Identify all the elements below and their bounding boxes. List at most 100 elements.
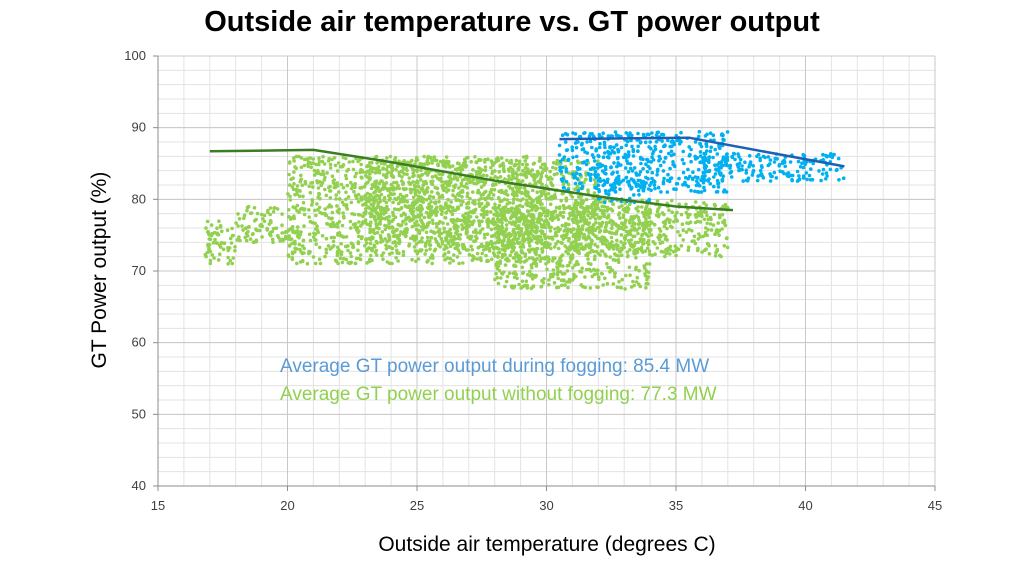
data-point: [371, 203, 375, 208]
data-point: [614, 223, 619, 227]
data-point: [756, 174, 760, 178]
data-point: [636, 178, 641, 183]
data-point: [302, 212, 307, 217]
data-point: [601, 241, 605, 246]
data-point: [416, 223, 421, 227]
data-point: [528, 269, 532, 274]
data-point: [461, 246, 466, 250]
data-point: [553, 227, 557, 231]
data-point: [399, 230, 403, 234]
data-point: [561, 237, 566, 241]
data-point: [536, 171, 540, 176]
data-point: [693, 200, 698, 204]
data-point: [323, 254, 327, 259]
data-point: [516, 230, 520, 235]
data-point: [564, 196, 569, 200]
data-point: [667, 179, 672, 184]
data-point: [287, 161, 292, 165]
data-points: [203, 129, 846, 291]
data-point: [394, 244, 398, 248]
data-point: [653, 144, 657, 149]
data-point: [628, 273, 632, 278]
data-point: [441, 221, 445, 225]
data-point: [460, 223, 464, 227]
data-point: [555, 273, 560, 277]
data-point: [589, 172, 593, 177]
data-point: [584, 267, 589, 272]
data-point: [772, 170, 777, 175]
data-point: [460, 195, 464, 199]
data-point: [657, 237, 662, 242]
data-point: [417, 215, 422, 219]
data-point: [429, 179, 433, 184]
data-point: [504, 189, 508, 193]
data-point: [558, 213, 563, 217]
data-point: [591, 223, 596, 227]
data-point: [583, 211, 587, 215]
data-point: [768, 162, 772, 166]
data-point: [328, 196, 333, 200]
data-point: [630, 185, 634, 190]
data-point: [692, 234, 697, 239]
data-point: [523, 283, 527, 288]
data-point: [479, 185, 484, 189]
data-point: [693, 175, 698, 179]
data-point: [351, 167, 356, 172]
data-point: [674, 246, 679, 250]
data-point: [479, 193, 484, 197]
data-point: [552, 245, 557, 249]
data-point: [661, 220, 666, 225]
data-point: [332, 223, 337, 227]
data-point: [517, 257, 521, 261]
data-point: [311, 157, 316, 161]
data-point: [295, 184, 300, 188]
data-point: [448, 256, 453, 261]
data-point: [394, 248, 399, 253]
data-point: [585, 158, 590, 163]
data-point: [571, 217, 575, 221]
data-point: [563, 244, 567, 248]
data-point: [496, 227, 501, 231]
data-point: [352, 212, 357, 217]
data-point: [316, 168, 320, 173]
data-point: [725, 245, 730, 250]
data-point: [709, 145, 713, 150]
data-point: [531, 188, 535, 193]
data-point: [649, 233, 654, 237]
data-point: [404, 187, 408, 191]
data-point: [218, 245, 223, 249]
data-point: [493, 206, 498, 210]
data-point: [725, 155, 730, 160]
data-point: [538, 189, 543, 194]
data-point: [509, 215, 513, 220]
x-tick-label: 25: [410, 498, 424, 513]
data-point: [511, 173, 515, 178]
data-point: [707, 252, 712, 256]
data-point: [292, 156, 296, 160]
data-point: [531, 234, 535, 238]
data-point: [552, 196, 556, 200]
data-point: [337, 190, 341, 194]
data-point: [736, 165, 741, 169]
data-point: [303, 182, 308, 186]
data-point: [359, 223, 363, 228]
data-point: [670, 144, 674, 148]
data-point: [444, 201, 448, 205]
data-point: [597, 132, 602, 137]
data-point: [722, 156, 726, 161]
data-point: [515, 210, 519, 215]
data-point: [557, 206, 562, 211]
data-point: [299, 165, 304, 170]
data-point: [314, 162, 318, 167]
data-point: [533, 174, 537, 178]
data-point: [532, 258, 537, 262]
data-point: [554, 166, 558, 171]
data-point: [330, 157, 334, 162]
data-point: [624, 143, 629, 148]
data-point: [394, 240, 398, 245]
data-point: [332, 244, 336, 248]
data-point: [631, 154, 636, 158]
data-point: [368, 172, 372, 176]
data-point: [420, 187, 425, 191]
y-axis-title: GT Power output (%): [88, 172, 111, 369]
